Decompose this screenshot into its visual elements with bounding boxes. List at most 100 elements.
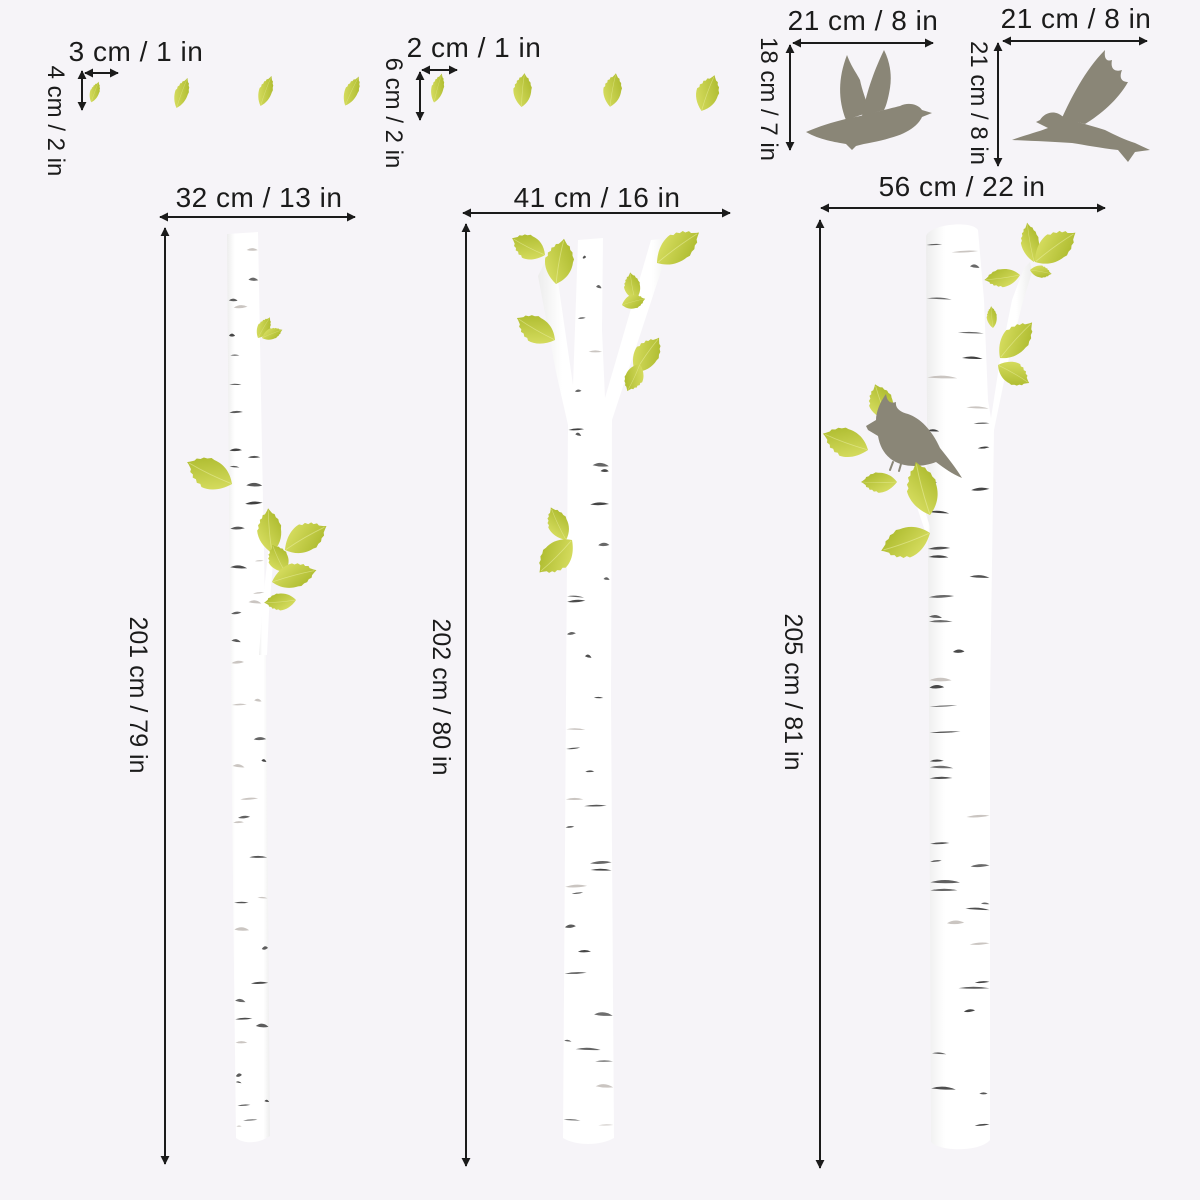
bark-mark	[247, 455, 261, 459]
bark-mark	[929, 684, 945, 689]
bark-mark	[929, 759, 944, 762]
bark-mark	[577, 950, 591, 953]
bark-mark	[246, 482, 263, 487]
bark-mark	[980, 902, 990, 905]
bark-mark	[564, 924, 576, 928]
cardinal-bird-silhouette	[866, 394, 962, 478]
bark-mark	[230, 526, 245, 530]
bird-body	[1012, 112, 1150, 162]
bark-mark	[590, 868, 612, 871]
bark-mark	[970, 264, 980, 268]
bark-mark	[930, 879, 960, 884]
bark-mark	[966, 814, 990, 818]
bark-mark	[254, 698, 262, 702]
bark-mark	[929, 765, 954, 769]
bark-marks	[563, 428, 614, 1126]
bark-mark	[932, 1052, 947, 1055]
bark-mark	[238, 815, 251, 819]
bark-mark	[577, 317, 586, 319]
bark-mark	[974, 981, 990, 984]
bark-mark	[592, 462, 609, 467]
bark-mark	[234, 927, 250, 931]
leaf	[338, 73, 365, 109]
leaf	[982, 266, 1022, 290]
bird-right-height-label: 18 cm / 7 in	[755, 37, 782, 161]
bark-mark	[929, 776, 953, 779]
bark-mark	[930, 860, 942, 863]
bark-mark	[248, 600, 262, 604]
leaf	[505, 227, 551, 267]
bark-mark	[588, 350, 603, 353]
bark-mark	[928, 510, 950, 514]
bark-mark	[947, 920, 965, 925]
bark-mark	[593, 696, 604, 699]
leaf	[427, 71, 448, 105]
leaf	[817, 420, 874, 465]
bark-mark	[930, 888, 958, 892]
leaves-small-height-label: 4 cm / 2 in	[42, 66, 69, 177]
bark-mark	[575, 432, 582, 436]
birch-trunk-2	[538, 238, 672, 1144]
leaf	[860, 472, 898, 494]
leaves-large-set: 2 cm / 1 in 6 cm / 2 in	[380, 32, 725, 168]
leaves-small-width-label: 3 cm / 1 in	[69, 36, 204, 67]
bark-mark	[928, 614, 942, 619]
tree-1-set: 32 cm / 13 in 201 cm / 79 in	[124, 182, 356, 1165]
leaf	[253, 73, 278, 109]
cardinal-leg	[889, 461, 894, 471]
bark-mark	[928, 595, 955, 598]
bark-mark	[240, 797, 259, 800]
bird-front-wing	[862, 50, 891, 116]
bird-left-set: 21 cm / 8 in 21 cm / 8 in	[965, 3, 1152, 167]
bark-mark	[246, 248, 258, 251]
bird-left-height-label: 21 cm / 8 in	[965, 41, 992, 165]
bird-back-wing	[840, 55, 870, 120]
bark-mark	[232, 703, 247, 706]
bark-mark	[595, 1084, 614, 1088]
bark-mark	[565, 797, 584, 800]
bark-mark	[233, 305, 248, 309]
bark-mark	[230, 565, 248, 569]
bark-mark	[231, 639, 241, 643]
bird-left-width-label: 21 cm / 8 in	[1001, 3, 1152, 34]
bark-marks	[574, 255, 603, 393]
bark-mark	[590, 502, 610, 506]
trunk	[227, 232, 270, 1143]
bark-mark	[249, 855, 268, 858]
bark-mark	[229, 410, 243, 414]
bark-mark	[565, 826, 575, 828]
bark-mark	[598, 1124, 614, 1126]
bark-mark	[926, 243, 943, 246]
bark-mark	[966, 406, 989, 409]
tree-1-height-label: 201 cm / 79 in	[124, 616, 152, 773]
leaves-small-set: 3 cm / 1 in 4 cm / 2 in	[42, 36, 365, 177]
bark-mark	[603, 577, 610, 580]
bark-mark	[228, 298, 238, 302]
bark-mark	[582, 255, 587, 259]
leaf	[1028, 263, 1054, 280]
bark-mark	[235, 1041, 248, 1044]
bark-mark	[232, 764, 245, 768]
bird-right-width-label: 21 cm / 8 in	[788, 5, 939, 36]
bark-mark	[979, 1092, 988, 1095]
tree-2-width-label: 41 cm / 16 in	[514, 182, 681, 213]
bark-mark	[234, 901, 249, 904]
bark-mark	[973, 422, 990, 425]
flying-bird-right-silhouette	[806, 50, 932, 150]
bark-mark	[584, 804, 607, 807]
bark-mark	[248, 277, 259, 281]
bark-mark	[250, 981, 269, 985]
bark-mark	[254, 560, 264, 562]
bark-mark	[253, 737, 267, 741]
bark-mark	[229, 448, 242, 452]
bark-marks	[228, 248, 270, 1127]
leaf	[600, 71, 625, 109]
bark-mark	[243, 1119, 258, 1121]
leaf	[690, 70, 725, 115]
birch-trunk-3	[912, 224, 1032, 1150]
bark-mark	[564, 972, 587, 975]
bark-mark	[568, 428, 585, 431]
bird-body	[806, 103, 932, 150]
